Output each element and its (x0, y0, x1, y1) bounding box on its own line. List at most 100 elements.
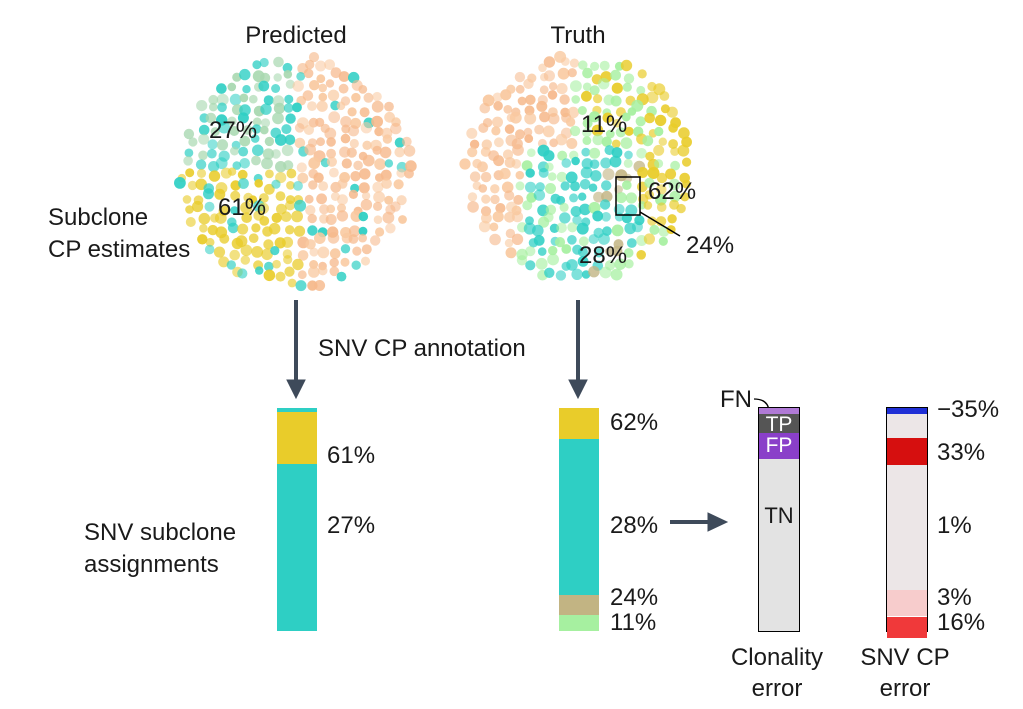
cell-dot (284, 94, 294, 104)
cell-dot (182, 195, 192, 204)
cell-dot (307, 213, 317, 224)
cell-dot (371, 115, 383, 128)
cell-dot (358, 211, 369, 222)
cell-dot (185, 168, 195, 178)
cell-dot (325, 79, 335, 88)
truth-title: Truth (550, 22, 606, 49)
cell-dot (249, 94, 258, 104)
cell-dot (524, 134, 534, 144)
cell-dot (492, 211, 504, 223)
cell-dot (273, 102, 285, 114)
cell-dot (577, 256, 589, 267)
cell-dot (215, 157, 228, 170)
cell-dot (589, 159, 600, 169)
cell-dot (198, 150, 208, 161)
cell-dot (293, 225, 306, 237)
subclone-label: Subclone (48, 204, 149, 231)
cell-dot (666, 106, 678, 118)
cell-dot (631, 99, 644, 112)
cell-dot (592, 210, 604, 222)
cell-dot (538, 167, 549, 178)
cell-dot (230, 190, 241, 201)
cell-dot (592, 134, 604, 146)
truth-bar-label: 28% (610, 512, 659, 539)
cell-dot (259, 193, 269, 203)
cell-dot (505, 247, 517, 259)
cell-dot (296, 72, 306, 81)
cell-dot (647, 167, 660, 179)
cell-dot (536, 100, 548, 112)
cell-dot (291, 210, 303, 223)
cell-dot (543, 150, 555, 162)
cell-dot (556, 83, 568, 95)
cell-dot (611, 245, 623, 257)
cell-dot (548, 245, 558, 256)
cell-dot (338, 83, 349, 94)
cell-dot (582, 67, 593, 79)
cell-dot (569, 58, 580, 68)
cell-dot (514, 71, 526, 83)
cell-dot (336, 271, 347, 282)
cell-dot (610, 95, 622, 107)
cell-dot (302, 90, 314, 101)
cell-dot (523, 127, 533, 137)
tn-label: TN (764, 503, 794, 529)
cell-dot (590, 170, 602, 182)
cell-dot (645, 151, 655, 161)
cell-dot (479, 102, 491, 114)
cell-dot (561, 158, 572, 168)
cell-dot (623, 173, 633, 183)
cell-dot (571, 268, 583, 280)
cell-dot (216, 93, 229, 106)
cell-dot (268, 222, 281, 235)
cell-dot (263, 239, 274, 250)
cell-dot (525, 246, 536, 257)
cell-dot (281, 124, 292, 135)
bar-segment (559, 595, 599, 616)
cell-dot (677, 144, 690, 157)
cell-dot (545, 183, 556, 194)
cell-dot (516, 255, 528, 266)
cell-dot (241, 212, 252, 223)
cell-dot (656, 184, 667, 195)
cell-dot (251, 223, 261, 233)
cell-dot (340, 244, 351, 254)
cell-dot (525, 94, 536, 106)
cell-dot (602, 112, 614, 124)
cell-dot (198, 124, 210, 136)
cell-dot (643, 201, 653, 210)
cell-dot (304, 143, 317, 156)
cell-dot (232, 161, 242, 170)
cell-dot (273, 56, 284, 68)
cell-dot (567, 222, 578, 233)
cell-dot (319, 204, 330, 215)
cell-dot (556, 222, 567, 234)
bar-segment (559, 439, 599, 596)
truth-cluster-label: 62% (648, 178, 697, 205)
cell-dot (227, 222, 239, 234)
cell-dot (535, 182, 545, 192)
cell-dot (314, 232, 326, 244)
cell-dot (198, 212, 211, 225)
snv-cp-annotation-label: SNV CP annotation (318, 335, 526, 362)
cell-dot (654, 159, 664, 169)
cell-dot (192, 200, 204, 213)
cell-dot (591, 124, 604, 137)
cell-dot (304, 194, 314, 204)
cell-dot (308, 52, 320, 63)
cell-dot (491, 126, 501, 136)
cell-dot (207, 148, 217, 159)
cell-dot (515, 181, 525, 191)
cell-dot (610, 268, 623, 281)
cell-dot (494, 137, 504, 148)
cell-dot (637, 69, 647, 79)
cell-dot (316, 193, 327, 205)
cell-dot (351, 260, 361, 270)
cell-dot (678, 127, 690, 139)
cell-dot (556, 171, 568, 183)
bar-segment (887, 408, 927, 414)
cell-dot (184, 148, 194, 158)
cell-dot (396, 195, 407, 206)
cell-dot (589, 85, 600, 96)
